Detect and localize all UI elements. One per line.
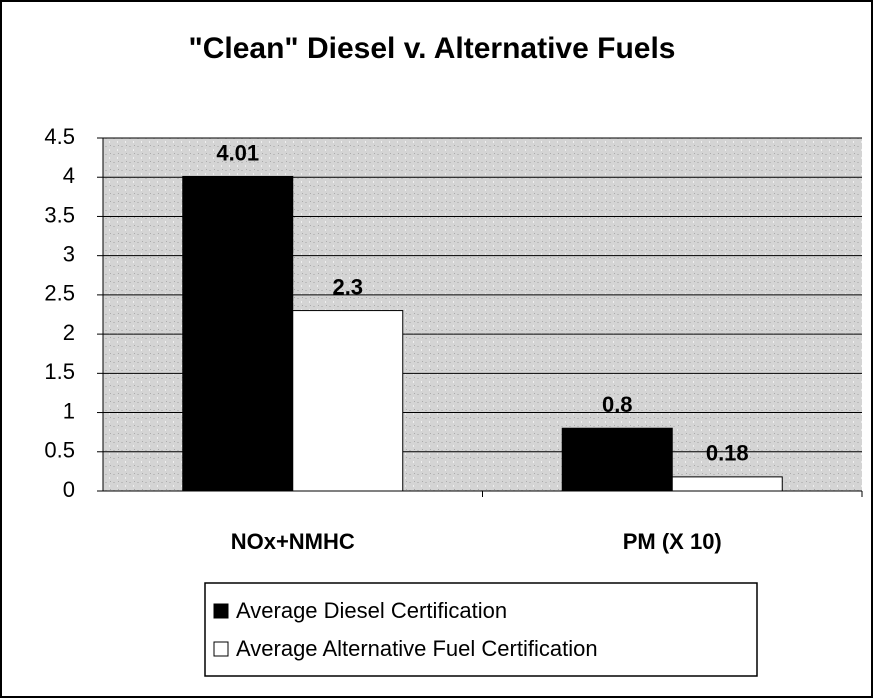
y-tick-label: 1	[63, 398, 75, 423]
y-tick-label: 2.5	[44, 281, 75, 306]
value-label: 0.18	[706, 441, 749, 466]
x-tick-label: NOx+NMHC	[231, 529, 355, 554]
y-tick-label: 0	[63, 477, 75, 502]
value-label: 2.3	[332, 274, 363, 299]
bar	[561, 427, 673, 492]
legend-label: Average Diesel Certification	[236, 598, 507, 623]
x-tick-label: PM (X 10)	[623, 529, 722, 554]
legend	[204, 582, 758, 677]
legend-swatch	[213, 603, 229, 619]
legend-swatch	[213, 641, 229, 657]
y-tick-label: 4	[63, 163, 75, 188]
y-tick-label: 1.5	[44, 359, 75, 384]
bar	[292, 310, 404, 492]
y-tick-label: 4.5	[44, 124, 75, 149]
value-label: 4.01	[216, 140, 259, 165]
legend-label: Average Alternative Fuel Certification	[236, 636, 598, 661]
y-tick-label: 0.5	[44, 438, 75, 463]
value-label: 0.8	[602, 392, 633, 417]
chart-title: "Clean" Diesel v. Alternative Fuels	[189, 32, 676, 65]
bar	[671, 476, 783, 492]
bar	[182, 175, 294, 492]
y-tick-label: 2	[63, 320, 75, 345]
y-tick-label: 3	[63, 241, 75, 266]
y-tick-label: 3.5	[44, 202, 75, 227]
